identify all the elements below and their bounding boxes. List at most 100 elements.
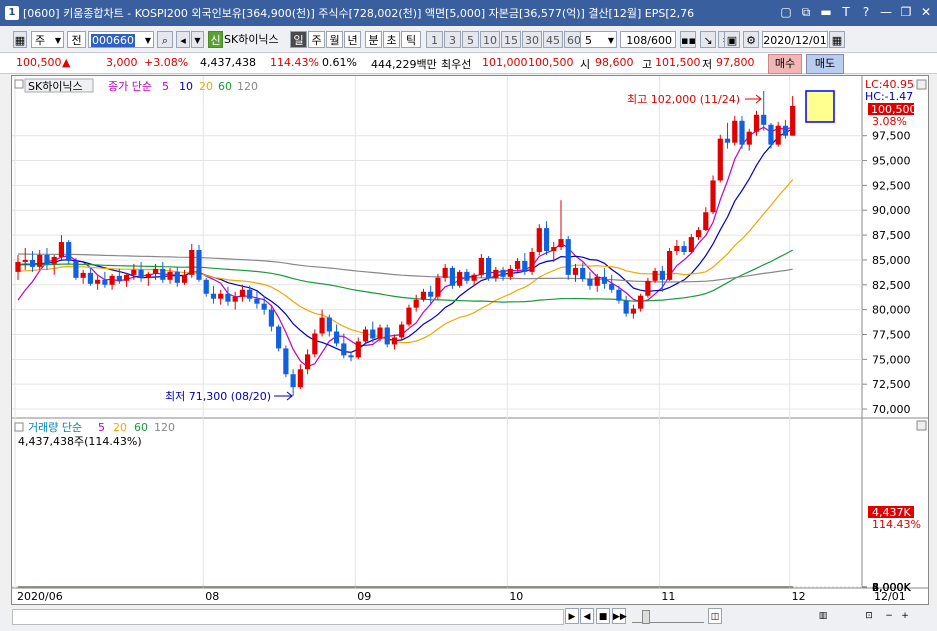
stop-icon[interactable]: ■: [596, 608, 610, 624]
panel-toggle-icon[interactable]: [14, 79, 24, 89]
candle-body: [167, 271, 173, 280]
period-month[interactable]: 월: [326, 31, 343, 48]
vol-ma-60: 60: [134, 421, 148, 434]
stock-tab[interactable]: [24, 78, 94, 93]
interval-5[interactable]: 5: [462, 31, 479, 48]
price-panel-menu-icon[interactable]: [916, 79, 927, 90]
interval-10[interactable]: 10: [480, 31, 500, 48]
interval-select[interactable]: 5 ▼: [580, 31, 617, 48]
candle-body: [297, 369, 303, 388]
minimize-icon[interactable]: —: [880, 5, 892, 19]
window-link-icon[interactable]: ⧉: [801, 5, 811, 19]
candle-body: [442, 267, 448, 278]
scroll-left-icon[interactable]: ▶: [565, 608, 579, 624]
scroll-prev-icon[interactable]: ◀: [580, 608, 594, 624]
volume-tick-label: 8,000K: [872, 581, 911, 594]
candle-body: [471, 274, 477, 281]
dropdown-icon[interactable]: ▼: [191, 31, 204, 48]
date-field[interactable]: 2020/12/01: [762, 31, 828, 48]
interval-45[interactable]: 45: [543, 31, 563, 48]
tool-icon[interactable]: ↘: [700, 31, 716, 48]
period-second[interactable]: 초: [383, 31, 400, 48]
window-option-icon[interactable]: ▢: [780, 5, 792, 19]
candle-body: [124, 274, 130, 281]
prev-button[interactable]: 전: [67, 31, 86, 48]
zoom-out-icon[interactable]: −: [885, 611, 893, 621]
interval-1[interactable]: 1: [426, 31, 443, 48]
turnover-rate: 0.61%: [322, 56, 357, 69]
candle-body: [290, 374, 296, 388]
zoom-in-icon[interactable]: +: [901, 611, 909, 621]
candle-body: [457, 271, 463, 286]
volume-panel-menu-icon[interactable]: [916, 420, 927, 431]
zoom-slider-handle[interactable]: [642, 610, 650, 624]
volume-rate-tag: 114.43%: [872, 518, 921, 531]
count-field[interactable]: 108/600: [620, 31, 676, 48]
sound-icon[interactable]: ◂: [176, 31, 190, 48]
interval-30[interactable]: 30: [522, 31, 542, 48]
period-tick[interactable]: 틱: [401, 31, 421, 48]
search-icon[interactable]: ⌕: [157, 31, 173, 48]
volume-panel-toggle-icon[interactable]: [14, 422, 24, 432]
candle-body: [674, 246, 680, 251]
chevron-down-icon: ▼: [54, 36, 61, 45]
panel-layout-icon[interactable]: ▥: [818, 611, 828, 621]
close-icon[interactable]: ✕: [920, 5, 932, 19]
fast-forward-icon[interactable]: ▶▶: [612, 608, 627, 624]
selection-box[interactable]: [805, 90, 835, 123]
candle-body: [428, 291, 434, 297]
candle-body: [724, 138, 731, 143]
candle-body: [73, 260, 79, 278]
candle-body: [203, 279, 209, 294]
volume-tick-label: 4,000K: [872, 581, 911, 594]
help-icon[interactable]: ?: [862, 5, 870, 19]
code-input[interactable]: 000660 ▼: [88, 31, 154, 48]
candle-body: [116, 275, 122, 281]
candle-body: [29, 259, 36, 267]
chart-area[interactable]: 97,500 95,000 92,500 90,000 87,500 85,000 82,5…: [11, 75, 929, 605]
candle-body: [761, 114, 767, 125]
app-icon: 1: [5, 6, 19, 20]
horizontal-scrollbar[interactable]: [12, 609, 564, 625]
bottom-bar: ▶ ◀ ■ ▶▶ ◫ ▥ ⊡ − +: [0, 605, 937, 631]
candle-body: [131, 269, 137, 275]
change-rate: +3.08%: [144, 56, 189, 69]
bid-price-2: 100,500: [528, 56, 574, 69]
period-week[interactable]: 주: [308, 31, 325, 48]
bid-price-1: 101,000: [482, 56, 528, 69]
fit-icon[interactable]: ⊡: [865, 611, 873, 621]
period-minute[interactable]: 분: [365, 31, 382, 48]
candle-body: [232, 296, 238, 302]
current-price-tag: 100,500: [871, 103, 917, 116]
candle-body: [145, 273, 151, 278]
candlestick-chart[interactable]: 97,500 95,000 92,500 90,000 87,500 85,000 82,5…: [12, 76, 928, 604]
maximize-icon[interactable]: ❐: [900, 5, 912, 19]
settings-gear-icon[interactable]: ⚙: [743, 31, 759, 48]
window-bar-icon[interactable]: ▬: [820, 5, 832, 19]
interval-15[interactable]: 15: [501, 31, 521, 48]
candle-body: [645, 280, 651, 296]
chart-menu-icon[interactable]: ▦: [13, 31, 27, 48]
buy-button[interactable]: 매수: [768, 54, 802, 74]
candle-body: [710, 180, 716, 213]
zoom-reset-icon[interactable]: ◫: [708, 608, 722, 624]
interval-3[interactable]: 3: [444, 31, 461, 48]
save-icon[interactable]: ▣: [724, 31, 740, 48]
low-arrow-icon: [274, 391, 293, 401]
window-text-icon[interactable]: T: [842, 5, 850, 19]
candle-body: [58, 242, 65, 257]
candle-body: [355, 341, 361, 358]
scroll-icon[interactable]: ▪▪: [680, 31, 696, 48]
candle-body: [420, 291, 427, 300]
period-day[interactable]: 일: [290, 31, 307, 48]
zoom-slider[interactable]: [632, 610, 704, 624]
mode-select[interactable]: 주 ▼: [31, 31, 64, 48]
ma-legend-10: 10: [179, 80, 193, 93]
period-year[interactable]: 년: [344, 31, 361, 48]
candle-body: [181, 274, 188, 283]
sell-button[interactable]: 매도: [806, 54, 844, 74]
candle-body: [753, 114, 760, 132]
calendar-icon[interactable]: ▦: [829, 31, 845, 48]
volume-tick-label: 6,000K: [872, 581, 911, 594]
